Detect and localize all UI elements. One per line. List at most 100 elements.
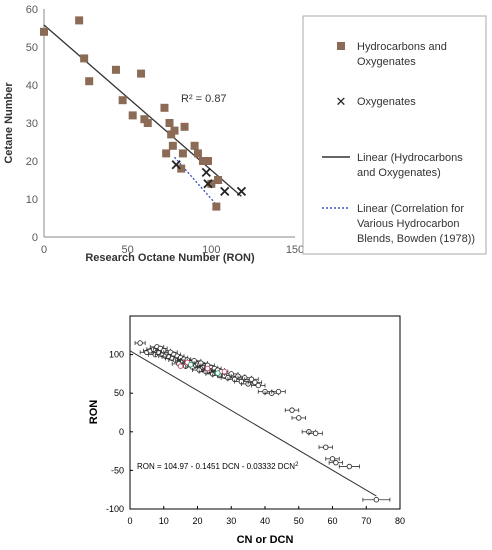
hydrocarbon-point	[111, 65, 120, 74]
hydrocarbon-point	[177, 164, 186, 173]
bottom-data-point	[204, 365, 211, 372]
hydrocarbon-point	[80, 54, 89, 63]
top-tick-labels: 0 50 100 150 0 10 20 30 40 50 60	[26, 4, 304, 256]
hydrocarbon-point	[118, 96, 127, 105]
hydrocarbon-point	[207, 179, 216, 188]
bottom-data-point	[137, 340, 143, 346]
linear-trend-line	[43, 24, 242, 197]
hydrocarbon-point	[137, 69, 146, 78]
top-y-tick-label: 10	[26, 194, 38, 206]
top-y-axis-label: Cetane Number	[3, 82, 15, 164]
top-y-tick-label: 0	[32, 232, 38, 244]
oxygenate-point	[171, 160, 181, 170]
hydrocarbon-point	[198, 157, 207, 165]
bottom-x-tick-label: 60	[327, 516, 337, 526]
bottom-x-axis-label: CN or DCN	[237, 534, 294, 546]
bottom-data-point	[214, 370, 221, 376]
top-y-tick-label: 50	[26, 42, 38, 54]
legend-linear-bowden-line3: Blends, Bowden (1978))	[357, 233, 475, 245]
bottom-x-tick-label: 0	[127, 516, 132, 526]
legend-linear-hydrocarbons-line1: Linear (Hydrocarbons	[357, 152, 463, 164]
hydrocarbon-point	[214, 176, 223, 184]
top-x-axis-label: Research Octane Number (RON)	[85, 252, 255, 264]
hydrocarbon-point	[203, 157, 212, 165]
bottom-x-tick-label: 10	[159, 516, 169, 526]
hydrocarbon-point	[165, 119, 174, 127]
bottom-data-point	[296, 415, 302, 421]
hydrocarbon-point	[193, 149, 202, 158]
bottom-x-tick-label: 30	[226, 516, 236, 526]
top-y-tick-label: 60	[26, 4, 38, 16]
hydrocarbon-point	[212, 202, 221, 211]
hydrocarbon-point	[190, 141, 199, 150]
bottom-data-point	[275, 388, 282, 395]
bottom-x-tick-label: 20	[192, 516, 202, 526]
legend-hydrocarbons: Hydrocarbons and Oxygenates	[357, 41, 450, 68]
bottom-y-tick-label: 0	[119, 427, 124, 437]
hydrocarbon-point	[170, 126, 179, 135]
legend-linear-bowden-line1: Linear (Correlation for	[357, 203, 464, 215]
top-x-tick-label: 50	[122, 244, 134, 256]
legend-square-marker	[337, 42, 345, 50]
legend-hydrocarbons-line1: Hydrocarbons and	[357, 41, 447, 53]
hydrocarbon-point	[162, 149, 171, 158]
hydrocarbon-point	[178, 149, 187, 158]
legend-linear-hydrocarbons-line2: and Oxygenates)	[357, 167, 441, 179]
bottom-scatter-chart: 0 10 20 30 40 50 60 70 80 -100 -50 0 50 100 CN or DCN…	[88, 315, 405, 546]
top-scatter-chart: 0 50 100 150 0 10 20 30 40 50 60 Research Octane N…	[3, 4, 487, 264]
oxygenate-point	[201, 167, 211, 178]
hydrocarbon-point	[128, 111, 137, 120]
bottom-x-tick-label: 50	[294, 516, 304, 526]
legend-linear-bowden-line2: Various Hydrocarbon	[357, 218, 460, 230]
top-r-squared-annotation: R² = 0.87	[181, 93, 227, 105]
hydrocarbon-point	[160, 103, 169, 112]
bottom-y-tick-label: -50	[111, 465, 124, 475]
bottom-x-tick-label: 70	[361, 516, 371, 526]
bottom-data-point	[333, 459, 339, 466]
oxygenate-cross-stroke	[201, 167, 211, 178]
oxygenate-cross-stroke	[171, 160, 181, 170]
bottom-equation-annotation: RON = 104.97 - 0.1451 DCN - 0.03332 DCN2	[137, 462, 299, 471]
oxygenate-cross-stroke	[220, 186, 230, 197]
legend-linear-bowden: Linear (Correlation for Various Hydrocar…	[357, 203, 475, 245]
bottom-tick-labels: 0 10 20 30 40 50 60 70 80 -100 -50 0 50 100	[106, 350, 405, 526]
hydrocarbon-point	[85, 77, 94, 86]
top-legend: Hydrocarbons and Oxygenates ✕ Oxygenates…	[302, 15, 487, 255]
oxygenate-cross-stroke	[203, 179, 213, 189]
oxygenate-point	[220, 186, 230, 197]
bottom-data-marks	[129, 340, 391, 503]
bottom-x-tick-label: 80	[395, 516, 405, 526]
hydrocarbon-point	[75, 16, 84, 25]
oxygenate-point	[203, 179, 213, 189]
legend-frame	[302, 15, 487, 255]
bottom-data-point	[373, 496, 380, 503]
hydrocarbon-point	[40, 27, 48, 36]
top-y-tick-label: 30	[26, 118, 38, 130]
hydrocarbon-point	[143, 119, 152, 127]
bottom-y-tick-label: 100	[109, 350, 124, 360]
bottom-y-axis-label: RON	[88, 400, 100, 425]
bottom-data-point	[177, 363, 184, 369]
top-x-tick-label: 100	[202, 244, 220, 256]
bottom-data-point	[248, 376, 255, 383]
oxygenate-cross-stroke	[236, 186, 247, 197]
bottom-equation-superscript: 2	[295, 462, 299, 468]
legend-oxygenates: Oxygenates	[357, 96, 416, 108]
bottom-data-point	[312, 430, 319, 437]
top-data-marks	[40, 16, 247, 211]
top-y-tick-label: 20	[26, 156, 38, 168]
hydrocarbon-point	[168, 141, 177, 150]
bottom-y-tick-label: -100	[106, 504, 124, 514]
bottom-fit-curve	[129, 350, 377, 497]
bottom-data-point	[346, 463, 353, 470]
legend-x-marker: ✕	[336, 95, 347, 110]
top-x-tick-label: 150	[286, 244, 304, 256]
bottom-data-point	[252, 379, 258, 386]
bottom-data-point	[289, 407, 295, 413]
bottom-data-point	[329, 456, 336, 462]
bowden-trend-line	[174, 156, 217, 206]
bottom-x-tick-label: 40	[260, 516, 270, 526]
bottom-data-point	[221, 368, 228, 375]
top-x-tick-label: 0	[41, 244, 47, 256]
